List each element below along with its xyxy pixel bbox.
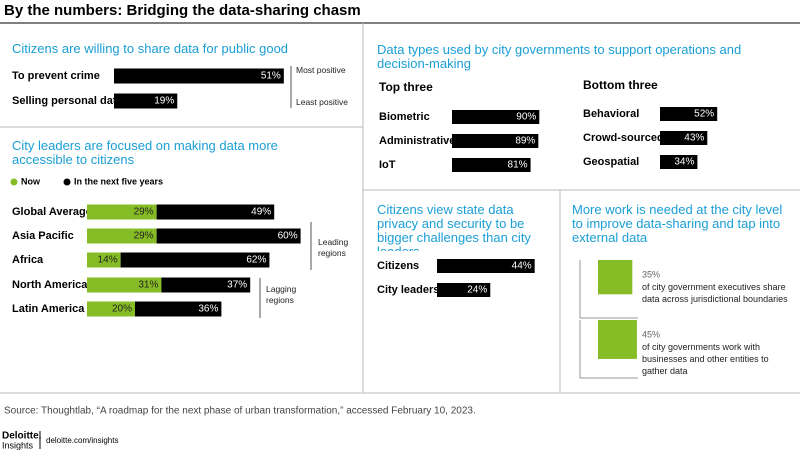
category-label: Latin America: [12, 303, 85, 315]
legend-label: Now: [21, 176, 41, 186]
bar-segment: [87, 228, 157, 244]
category-label: Crowd-sourced: [583, 132, 664, 144]
chart-title: Citizens are willing to share data for p…: [12, 42, 289, 56]
chart-title-box: City leaders are focused on making data …: [12, 139, 278, 167]
value-label: 29%: [134, 231, 154, 242]
value-label: 81%: [508, 160, 528, 171]
value-label: 52%: [694, 109, 714, 120]
bar-segment: [156, 228, 301, 244]
bar: [452, 110, 540, 124]
category-label: IoT: [379, 159, 396, 171]
category-label: Behavioral: [583, 108, 639, 120]
bar: [660, 131, 708, 145]
value-label: 89%: [515, 136, 535, 147]
bar: [452, 134, 539, 148]
bar-segment: [161, 277, 251, 293]
value-label: 20%: [112, 304, 132, 315]
legend-swatch: [10, 178, 18, 186]
bar: [437, 259, 535, 273]
chart-title-box: Citizens view state data privacy and sec…: [377, 203, 531, 251]
bar: [114, 93, 178, 109]
annotation-box: Most positive: [296, 65, 346, 75]
annotation-box: Lagging regions: [266, 284, 297, 305]
legend-swatch: [63, 178, 71, 186]
category-label: North America: [12, 279, 88, 291]
category-label: Asia Pacific: [12, 230, 74, 242]
annotation-box: Leading regions: [318, 237, 349, 258]
chart-subtitle: Bottom three: [583, 78, 658, 92]
category-label: City leaders: [377, 284, 439, 296]
category-label: To prevent crime: [12, 70, 100, 82]
square-fill: [598, 320, 637, 359]
chart-title: More work is needed at the city level to…: [572, 203, 783, 245]
value-label: 37%: [227, 280, 247, 291]
value-label: 36%: [198, 304, 218, 315]
bar-segment: [87, 301, 135, 317]
bar-segment: [120, 252, 270, 268]
square-fill: [598, 260, 633, 295]
bar: [437, 283, 491, 297]
value-label: 60%: [278, 231, 298, 242]
category-label: Geospatial: [583, 156, 639, 168]
description-box: of city government executives share data…: [642, 282, 788, 304]
annotation: Lagging regions: [266, 284, 297, 305]
chart-title: Data types used by city governments to s…: [377, 43, 742, 71]
annotation-box: Least positive: [296, 97, 348, 107]
square-frame: [579, 320, 638, 379]
category-label: Africa: [12, 254, 44, 266]
chart-title: Citizens view state data privacy and sec…: [377, 203, 531, 251]
annotation: Most positive: [296, 65, 346, 75]
value-label: 29%: [134, 207, 154, 218]
category-label: Selling personal data: [12, 95, 124, 107]
legend-label: In the next five years: [74, 176, 163, 186]
annotation: Least positive: [296, 97, 348, 107]
category-label: Global Average: [12, 206, 92, 218]
brand-sub: Insights: [2, 440, 34, 450]
value-label: 24%: [467, 285, 487, 296]
source: Source: Thoughtlab, “A roadmap for the n…: [4, 406, 476, 417]
chart-subtitle: Top three: [379, 80, 433, 94]
bar: [660, 155, 698, 169]
chart-title-box: More work is needed at the city level to…: [572, 203, 783, 245]
value-label: 44%: [512, 261, 532, 272]
value-label: 45%: [642, 329, 660, 339]
url: deloitte.com/insights: [46, 436, 118, 445]
bar-segment: [87, 277, 162, 293]
bar-segment: [135, 301, 222, 317]
bar-segment: [87, 204, 157, 220]
value-label: 34%: [674, 157, 694, 168]
value-label: 90%: [516, 112, 536, 123]
page-title: By the numbers: Bridging the data-sharin…: [4, 2, 361, 19]
brand: Deloitte.: [2, 431, 42, 442]
bar: [114, 68, 284, 84]
value-label: 62%: [246, 255, 266, 266]
square-frame: [579, 260, 638, 319]
value-label: 35%: [642, 269, 660, 279]
value-label: 49%: [251, 207, 271, 218]
chart-title-box: Data types used by city governments to s…: [377, 43, 742, 71]
bar-segment: [156, 204, 275, 220]
category-label: Administrative: [379, 135, 455, 147]
bar: [452, 158, 531, 172]
bar-segment: [87, 252, 121, 268]
chart-title-box: Citizens are willing to share data for p…: [12, 42, 289, 56]
chart-title: City leaders are focused on making data …: [12, 139, 278, 167]
value-label: 43%: [684, 133, 704, 144]
description: of city government executives share data…: [642, 282, 788, 304]
value-label: 51%: [261, 71, 281, 82]
annotation: Leading regions: [318, 237, 349, 258]
bar: [660, 107, 718, 121]
category-label: Citizens: [377, 260, 419, 272]
value-label: 19%: [154, 96, 174, 107]
category-label: Biometric: [379, 111, 430, 123]
value-label: 14%: [98, 255, 118, 266]
description-box: of city governments work with businesses…: [642, 342, 769, 376]
description: of city governments work with businesses…: [642, 342, 769, 376]
value-label: 31%: [138, 280, 158, 291]
